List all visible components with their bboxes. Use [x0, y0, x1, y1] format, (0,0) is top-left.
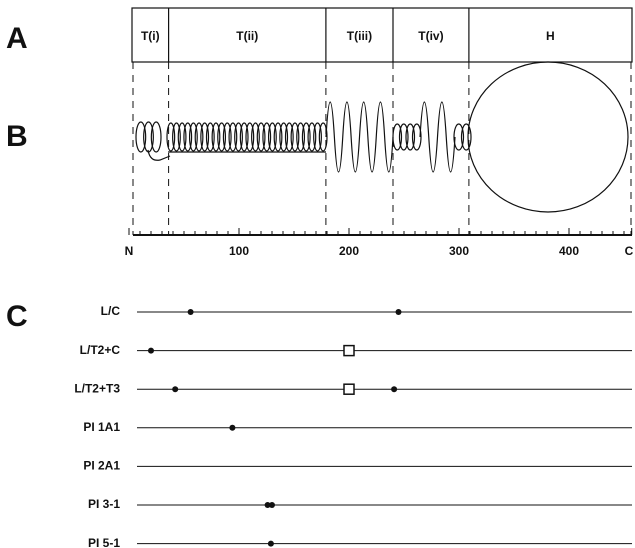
panel-label: B	[6, 120, 28, 153]
mutant-label: PI 2A1	[83, 459, 120, 473]
coil-loop	[217, 122, 227, 152]
coil-loop	[313, 122, 322, 152]
coil-loop	[398, 123, 409, 151]
coil-loop	[205, 122, 215, 152]
domain-label: T(ii)	[236, 29, 258, 43]
coil-loop	[267, 122, 277, 152]
mutation-dot	[267, 540, 274, 547]
coil-loop	[460, 123, 472, 151]
mutation-dot	[187, 309, 194, 315]
coil-loop	[183, 122, 193, 152]
coil-loop	[188, 122, 198, 152]
mutation-dot	[395, 309, 402, 315]
coil-loop	[405, 123, 416, 151]
panel-label: A	[6, 22, 28, 55]
coil-loop	[256, 122, 266, 152]
domain-label: T(iv)	[418, 29, 443, 43]
mutation-dot	[229, 424, 236, 431]
coil-loop	[411, 123, 422, 151]
axis-tick-label: N	[125, 244, 134, 258]
coil-wave	[325, 101, 394, 173]
mutant-label: L/T2+C	[80, 343, 121, 357]
coil-loop	[150, 121, 162, 153]
mutation-square	[343, 344, 355, 357]
coil-loop	[177, 122, 187, 152]
coil-loop	[228, 122, 238, 152]
domain-label: T(i)	[141, 29, 160, 43]
coil-loop	[251, 122, 260, 152]
coil-loop	[239, 122, 249, 152]
coil-loop	[245, 122, 255, 152]
domain-label: T(iii)	[347, 29, 372, 43]
coil-stem	[147, 149, 171, 161]
head-domain	[467, 61, 629, 213]
axis-tick-label: 200	[339, 244, 359, 258]
mutation-dot	[148, 347, 154, 354]
coil-loop	[279, 122, 289, 152]
mutant-label: PI 5-1	[88, 536, 120, 548]
coil-loop	[307, 122, 317, 152]
coil-loop	[290, 122, 300, 152]
coil-loop	[392, 123, 403, 151]
coil-loop	[135, 121, 147, 153]
coil-loop	[318, 122, 328, 152]
domain-box	[131, 7, 633, 63]
mutant-label: PI 1A1	[83, 420, 120, 434]
axis-tick-label: 400	[559, 244, 579, 258]
coil-loop	[211, 122, 221, 152]
coil-loop	[453, 123, 465, 151]
coil-loop	[200, 122, 210, 152]
coil-loop	[194, 122, 204, 152]
mutation-dot	[269, 502, 275, 508]
panel-label: C	[6, 300, 28, 333]
coil-loop	[222, 122, 232, 152]
axis-tick-label: 300	[449, 244, 469, 258]
mutant-label: L/T2+T3	[74, 381, 120, 395]
coil-loop	[296, 122, 306, 152]
mutation-square	[343, 383, 355, 395]
coil-loop	[301, 122, 311, 152]
coil-loop	[234, 122, 243, 152]
domain-label: H	[546, 29, 555, 43]
coil-loop	[166, 122, 176, 152]
coil-wave	[419, 101, 456, 173]
coil-loop	[284, 122, 294, 152]
coil-loop	[273, 122, 283, 152]
mutant-label: L/C	[101, 304, 121, 318]
coil-loop	[262, 122, 272, 152]
axis-tick-label: 100	[229, 244, 249, 258]
mutant-label: PI 3-1	[88, 497, 120, 511]
mutation-dot	[172, 386, 179, 393]
mutation-dot	[391, 386, 398, 393]
coil-loop	[172, 122, 181, 152]
mutation-dot	[264, 502, 271, 508]
axis-tick-label: C	[625, 244, 634, 258]
